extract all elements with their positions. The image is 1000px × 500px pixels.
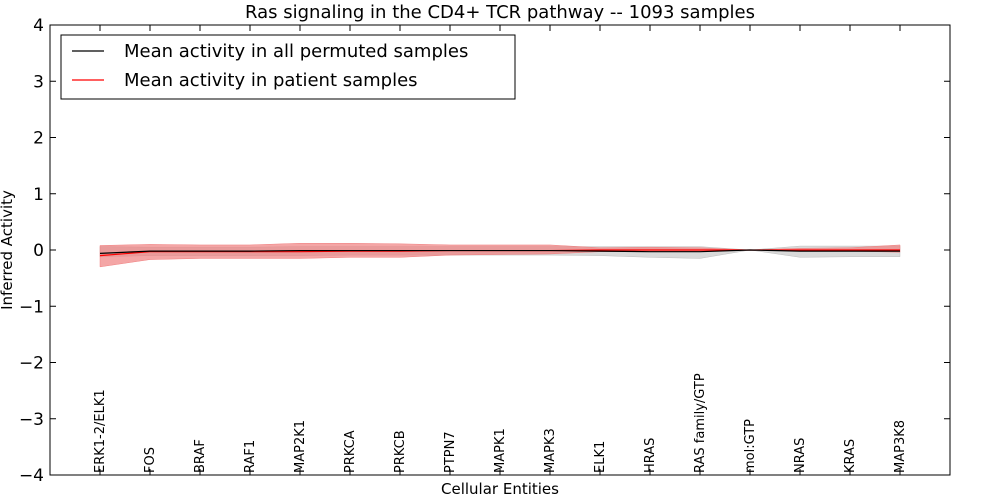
x-tick-label: MAPK3 (543, 428, 558, 473)
x-tick-label: mol:GTP (743, 419, 758, 473)
x-tick-label: PRKCB (393, 430, 408, 473)
patient-band (99, 243, 901, 268)
confidence-bands (99, 243, 901, 268)
x-tick-label: HRAS (643, 438, 658, 473)
series-lines (99, 249, 900, 257)
y-axis-label: Inferred Activity (0, 190, 16, 310)
plot-frame (49, 24, 951, 476)
y-tick-label: 3 (33, 72, 44, 92)
permuted-mean-line (99, 249, 900, 254)
x-tick-label: PTPN7 (443, 431, 458, 473)
y-tick-label: −4 (19, 466, 44, 486)
x-tick-label: NRAS (793, 438, 808, 473)
x-tick-label: MAP3K8 (893, 420, 908, 473)
x-axis-label: Cellular Entities (441, 480, 559, 498)
x-tick-label: BRAF (193, 439, 208, 473)
legend-label-permuted: Mean activity in all permuted samples (124, 41, 468, 62)
x-tick-label: RAS family/GTP (693, 373, 708, 473)
chart-title: Ras signaling in the CD4+ TCR pathway --… (245, 2, 755, 23)
y-tick-label: −1 (19, 297, 44, 317)
legend-label-patient: Mean activity in patient samples (124, 70, 418, 91)
y-tick-label: 4 (33, 16, 44, 36)
x-tick-label: KRAS (843, 439, 858, 473)
y-tick-label: 1 (33, 185, 44, 205)
y-tick-label: 0 (33, 241, 44, 261)
x-tick-label: RAF1 (243, 440, 258, 473)
y-axis-ticks: −4 −3 −2 −1 0 1 2 3 4 (19, 16, 950, 486)
x-tick-label: PRKCA (343, 430, 358, 473)
y-tick-label: 2 (33, 129, 44, 149)
x-axis-ticks: ERK1-2/ELK1 FOS BRAF RAF1 MAP2K1 PRKCA PRKCB PT… (93, 25, 908, 475)
y-tick-label: −3 (19, 410, 44, 430)
x-tick-label: ERK1-2/ELK1 (93, 389, 108, 473)
legend-box (60, 34, 516, 100)
x-tick-label: MAP2K1 (293, 420, 308, 473)
legend: Mean activity in all permuted samples Me… (60, 34, 516, 100)
x-tick-label: MAPK1 (493, 428, 508, 473)
x-tick-label: FOS (143, 447, 158, 473)
x-tick-label: ELK1 (593, 441, 608, 473)
y-tick-label: −2 (19, 354, 44, 374)
